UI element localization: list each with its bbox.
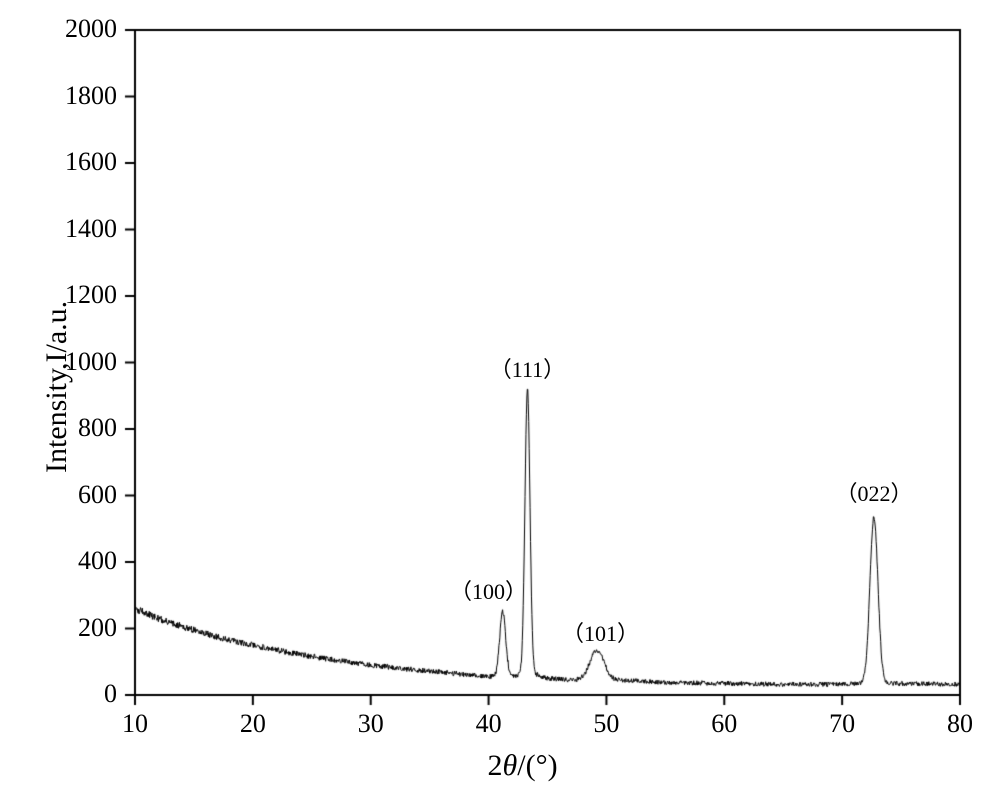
y-tick-label: 800 [47, 413, 117, 443]
peak-label: （100） [434, 574, 544, 606]
peak-label: （101） [546, 616, 656, 648]
y-tick-label: 1400 [47, 214, 117, 244]
xrd-chart: Intensity,I/a.u. 2θ/(°) 10 20 30 40 50 60 70 80… [0, 0, 1000, 811]
y-tick-label: 1600 [47, 147, 117, 177]
x-tick-label: 50 [576, 709, 636, 739]
peak-label: （022） [819, 476, 929, 508]
x-axis-label: 2θ/(°) [488, 749, 558, 783]
y-tick-label: 200 [47, 613, 117, 643]
y-tick-label: 400 [47, 546, 117, 576]
peak-label: （111） [472, 352, 582, 384]
chart-canvas [0, 0, 1000, 811]
y-axis-label: Intensity,I/a.u. [40, 300, 74, 472]
x-tick-label: 60 [694, 709, 754, 739]
y-tick-label: 1200 [47, 280, 117, 310]
x-tick-label: 40 [459, 709, 519, 739]
x-tick-label: 30 [341, 709, 401, 739]
y-tick-label: 2000 [47, 14, 117, 44]
y-tick-label: 1800 [47, 81, 117, 111]
y-tick-label: 600 [47, 480, 117, 510]
x-tick-label: 70 [812, 709, 872, 739]
x-tick-label: 80 [930, 709, 990, 739]
y-tick-label: 0 [47, 679, 117, 709]
x-tick-label: 10 [105, 709, 165, 739]
y-tick-label: 1000 [47, 347, 117, 377]
x-tick-label: 20 [223, 709, 283, 739]
